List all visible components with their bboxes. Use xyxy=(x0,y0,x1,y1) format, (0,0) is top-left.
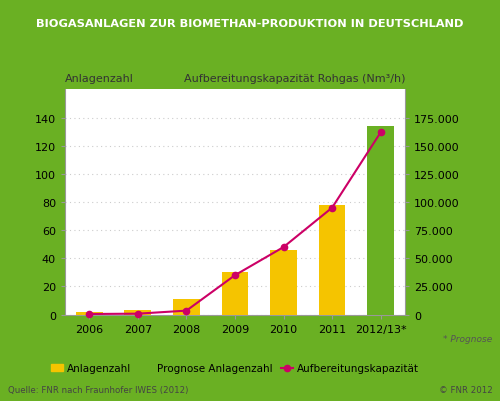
Bar xyxy=(270,250,297,315)
Text: BIOGASANLAGEN ZUR BIOMETHAN-PRODUKTION IN DEUTSCHLAND: BIOGASANLAGEN ZUR BIOMETHAN-PRODUKTION I… xyxy=(36,19,464,28)
Bar xyxy=(124,310,151,315)
Text: * Prognose: * Prognose xyxy=(444,334,492,343)
Text: © FNR 2012: © FNR 2012 xyxy=(439,385,492,394)
Text: Aufbereitungskapazität Rohgas (Nm³/h): Aufbereitungskapazität Rohgas (Nm³/h) xyxy=(184,74,405,84)
Text: Anlagenzahl: Anlagenzahl xyxy=(65,74,134,84)
Bar xyxy=(368,127,394,315)
Bar xyxy=(173,299,200,315)
Bar xyxy=(222,273,248,315)
Legend: Anlagenzahl, Prognose Anlagenzahl, Aufbereitungskapazität: Anlagenzahl, Prognose Anlagenzahl, Aufbe… xyxy=(46,359,424,378)
Bar xyxy=(319,205,345,315)
Bar xyxy=(76,312,102,315)
Text: Quelle: FNR nach Fraunhofer IWES (2012): Quelle: FNR nach Fraunhofer IWES (2012) xyxy=(8,385,188,394)
